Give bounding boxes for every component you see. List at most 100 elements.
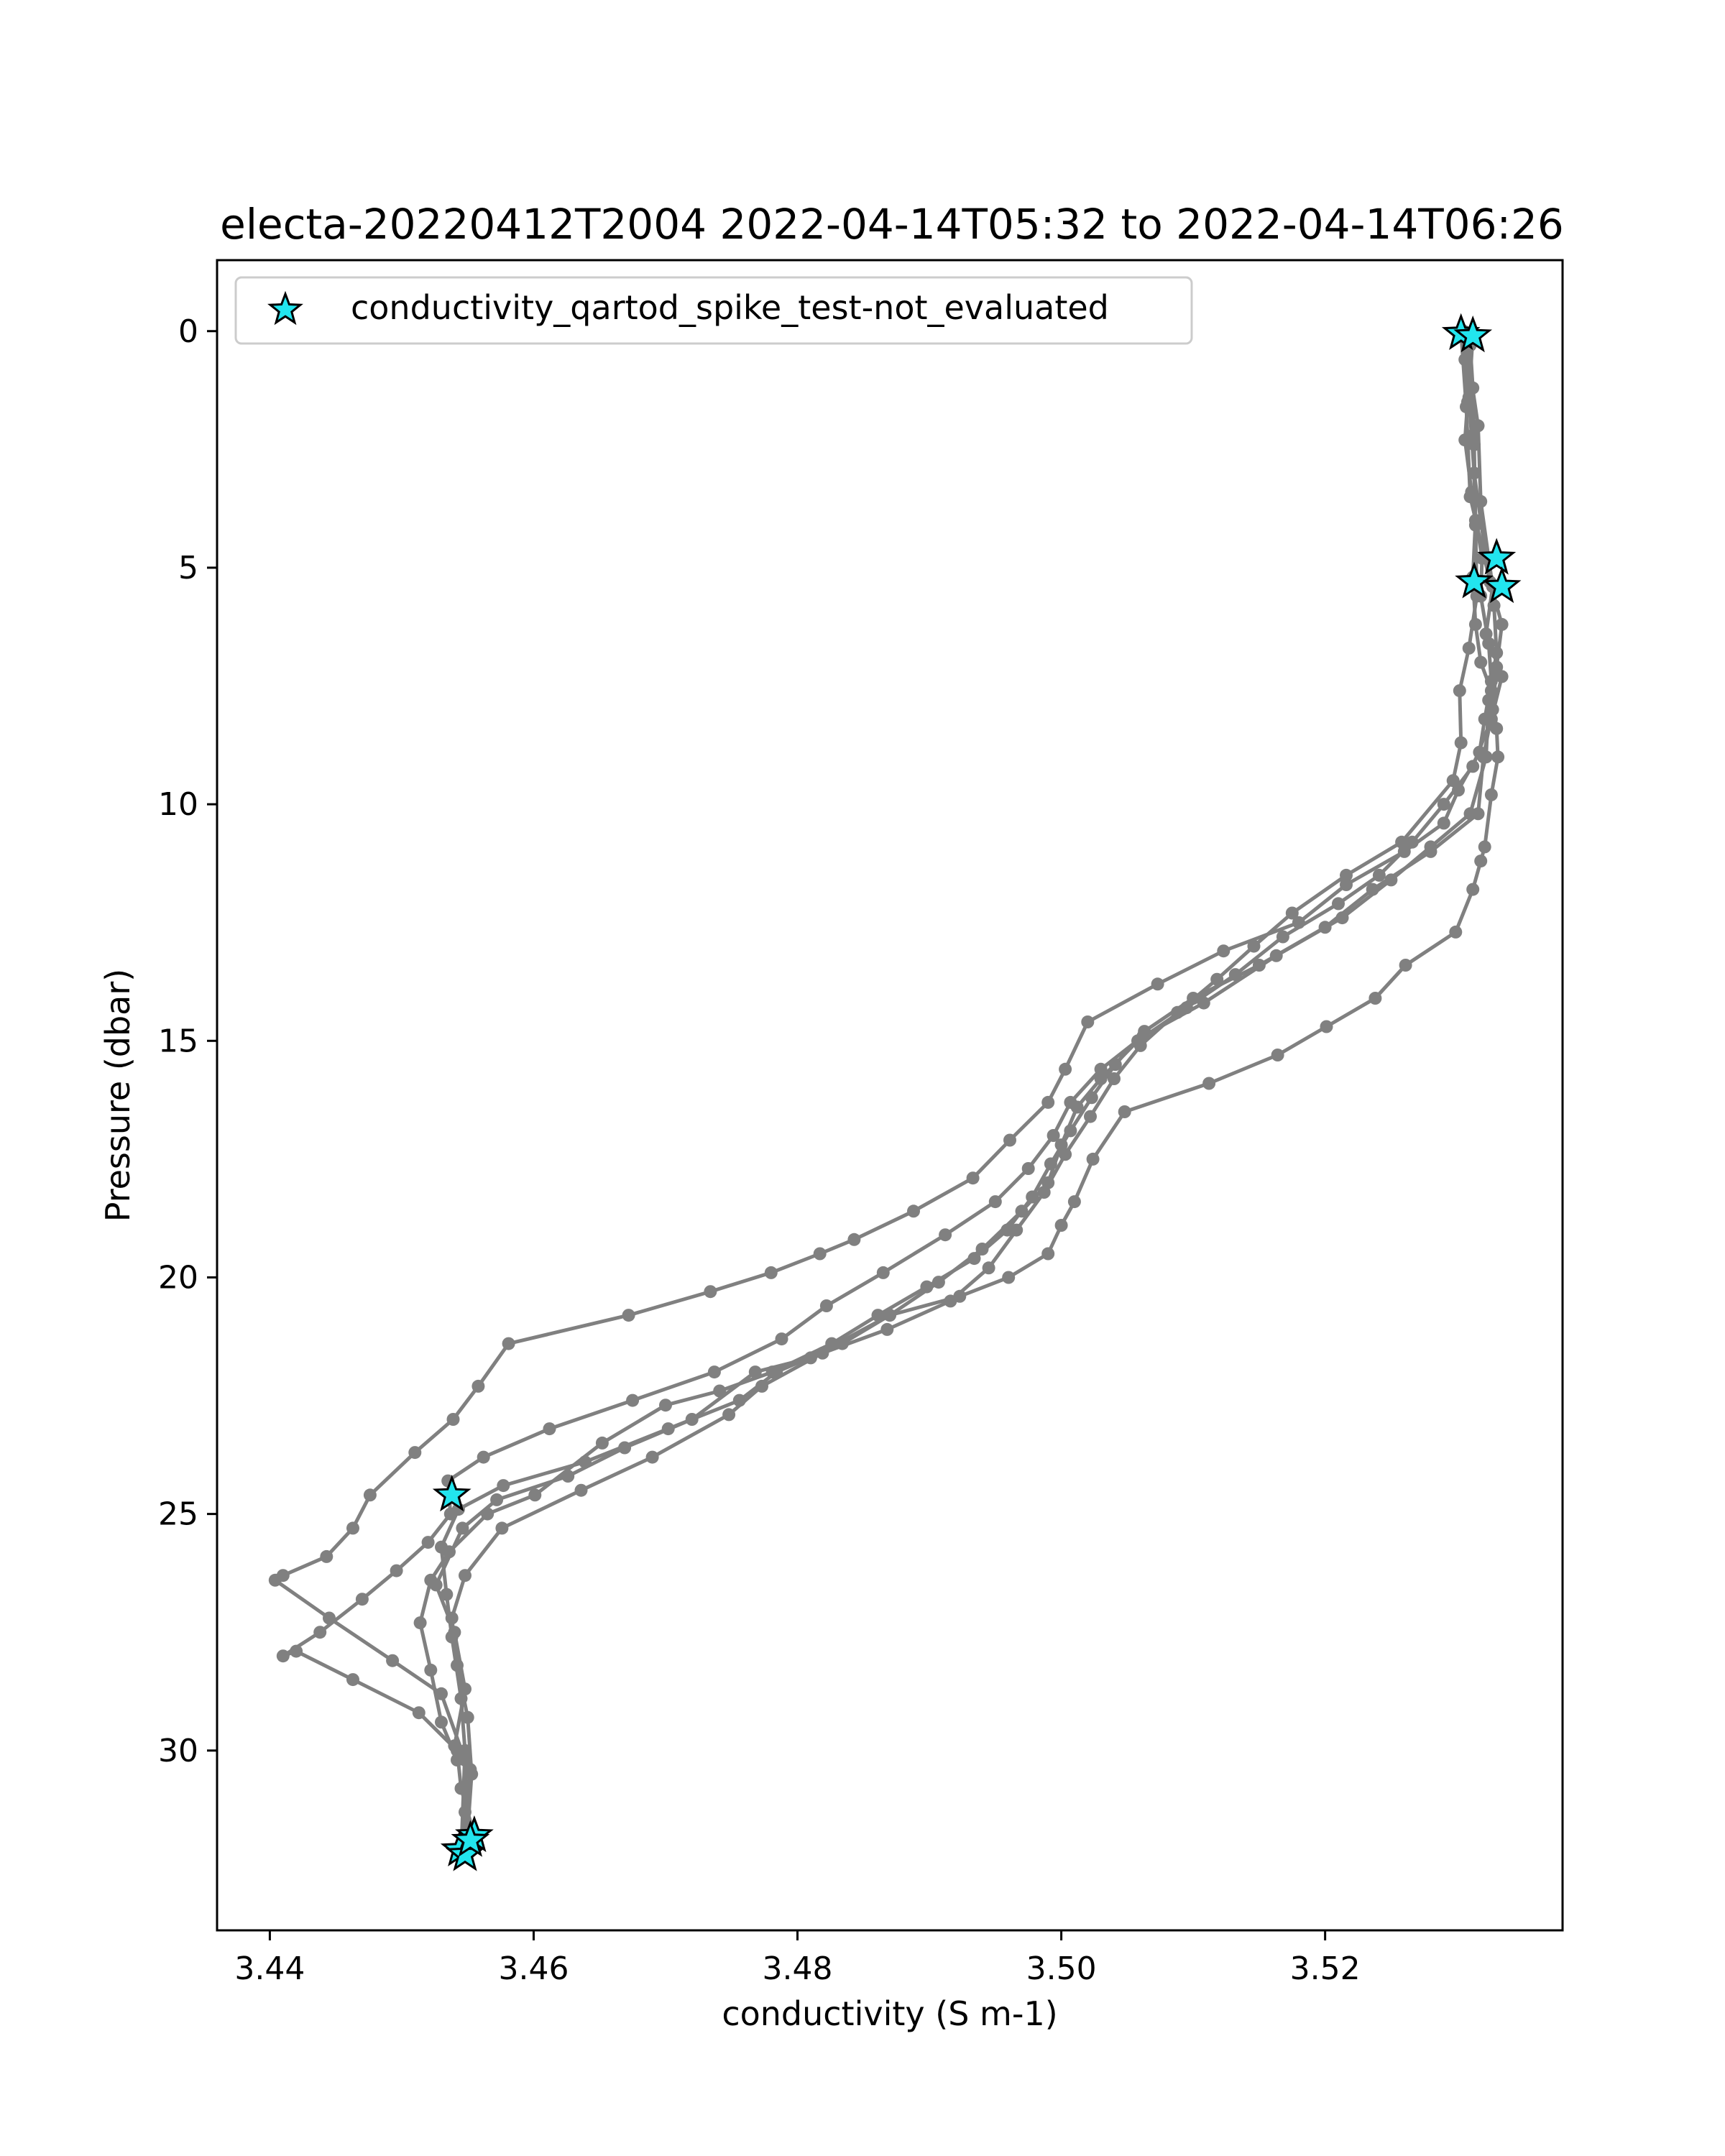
data-point	[1151, 977, 1164, 991]
data-point	[412, 1706, 426, 1720]
data-point	[1041, 1095, 1055, 1109]
x-tick-label: 3.52	[1290, 1950, 1361, 1987]
data-point	[1010, 1223, 1024, 1237]
data-point	[1446, 774, 1460, 788]
data-point	[967, 1252, 981, 1266]
data-point	[446, 1413, 460, 1426]
data-point	[435, 1715, 448, 1729]
flagged-point	[1455, 561, 1494, 599]
data-point	[440, 1588, 454, 1601]
data-point	[1340, 878, 1353, 891]
data-point	[595, 1436, 609, 1450]
y-axis-label: Pressure (dbar)	[98, 969, 137, 1222]
data-point	[574, 1483, 588, 1497]
data-point	[1478, 840, 1491, 854]
data-point	[755, 1379, 768, 1393]
data-point	[1081, 1015, 1095, 1028]
data-point	[907, 1204, 920, 1218]
data-point	[495, 1521, 509, 1535]
data-point	[1437, 798, 1450, 811]
data-point	[1252, 959, 1266, 972]
legend-box	[234, 276, 1193, 345]
data-point	[1044, 1157, 1057, 1171]
data-point	[346, 1673, 359, 1687]
data-point	[1453, 684, 1466, 698]
data-point	[1108, 1058, 1122, 1072]
data-point	[472, 1379, 485, 1393]
data-point	[477, 1450, 490, 1464]
data-point	[1495, 670, 1509, 683]
data-point	[622, 1309, 635, 1322]
data-point	[1118, 1105, 1131, 1118]
data-point	[461, 1710, 474, 1724]
data-point	[1318, 921, 1332, 934]
x-axis-label: conductivity (S m-1)	[722, 1994, 1057, 2033]
data-point	[722, 1408, 736, 1422]
data-point	[451, 1754, 464, 1766]
x-tick-label: 3.50	[1026, 1950, 1097, 1987]
data-point	[465, 1767, 479, 1781]
data-point	[543, 1422, 556, 1436]
flagged-points	[432, 313, 1522, 1871]
plot-frame	[216, 259, 1564, 1932]
y-tick-label: 25	[158, 1496, 198, 1533]
data-point	[1399, 959, 1412, 972]
data-point	[1026, 1190, 1039, 1204]
series-6	[445, 329, 1484, 1838]
data-point	[502, 1337, 515, 1350]
data-point	[1108, 1072, 1121, 1085]
data-point	[1437, 816, 1450, 830]
data-point	[1466, 428, 1480, 442]
data-point	[1320, 1020, 1333, 1033]
data-point	[1171, 1005, 1184, 1019]
data-point	[390, 1564, 403, 1577]
data-point	[408, 1446, 422, 1460]
y-axis: 0 5 10 15 20 25 30	[158, 313, 217, 1769]
data-point	[1466, 883, 1480, 896]
data-point	[1217, 944, 1230, 958]
flagged-point	[1482, 566, 1522, 604]
data-point	[1368, 992, 1382, 1005]
y-tick-label: 0	[178, 313, 198, 350]
data-point	[1086, 1152, 1100, 1166]
chart-title: electa-20220412T2004 2022-04-14T05:32 to…	[220, 200, 1564, 249]
data-point	[451, 1659, 464, 1672]
data-point	[1476, 750, 1490, 764]
y-tick-label: 30	[158, 1733, 198, 1769]
data-point	[816, 1346, 829, 1360]
data-point	[1490, 660, 1504, 674]
data-point	[454, 1782, 468, 1795]
data-point	[1067, 1195, 1081, 1209]
data-point	[1332, 897, 1345, 911]
flagged-point	[1477, 538, 1517, 575]
data-point	[497, 1479, 510, 1493]
data-point	[355, 1593, 369, 1606]
data-point	[421, 1536, 435, 1549]
data-point	[871, 1309, 885, 1322]
data-point	[413, 1616, 427, 1630]
data-point	[1037, 1186, 1051, 1199]
legend-label: conductivity_qartod_spike_test-not_evalu…	[351, 288, 1109, 327]
data-point	[920, 1280, 934, 1294]
flagged-point	[451, 1820, 490, 1857]
y-tick-label: 5	[178, 550, 198, 586]
data-point	[704, 1285, 717, 1299]
data-point	[1479, 627, 1493, 641]
data-point	[1054, 1219, 1068, 1232]
series-5	[413, 324, 1509, 1766]
data-point	[1059, 1148, 1072, 1161]
plot-data	[268, 313, 1522, 1871]
flagged-point	[432, 1474, 472, 1512]
data-point	[424, 1573, 438, 1587]
data-point	[386, 1654, 400, 1667]
data-point	[290, 1644, 303, 1658]
data-point	[1395, 835, 1409, 849]
data-point	[1366, 883, 1379, 896]
data-point	[1474, 854, 1488, 868]
data-point	[966, 1171, 980, 1185]
data-point	[1247, 939, 1261, 953]
data-point	[1449, 925, 1463, 939]
data-point	[645, 1450, 659, 1464]
data-point	[707, 1365, 721, 1379]
y-tick-label: 15	[158, 1023, 198, 1059]
